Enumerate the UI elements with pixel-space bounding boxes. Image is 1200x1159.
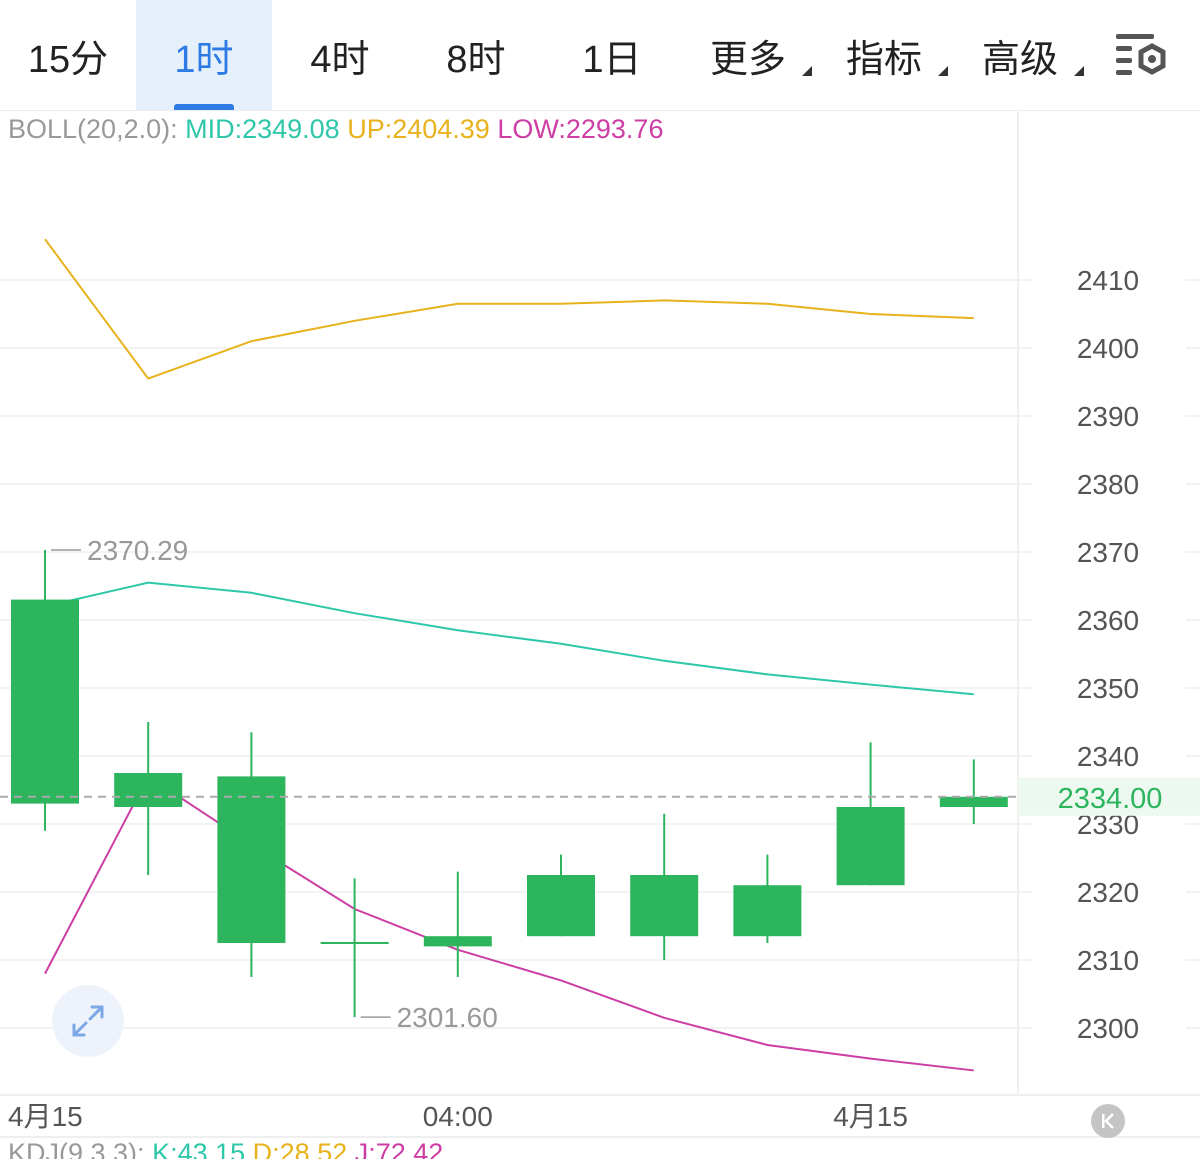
boll-up-line xyxy=(44,238,974,380)
x-tick-label: 04:00 xyxy=(423,1101,493,1132)
max-price-label: 2370.29 xyxy=(87,535,188,566)
current-price-label: 2334.00 xyxy=(1058,783,1163,815)
boll-params-label: BOLL(20,2.0): xyxy=(8,114,178,144)
tab-label: 更多 xyxy=(709,38,786,81)
y-tick-label: 2300 xyxy=(1077,1013,1139,1044)
expand-icon[interactable] xyxy=(52,985,124,1057)
candle-body xyxy=(11,599,79,804)
candlestick-chart[interactable]: 2410240023902380237023602350234023302320… xyxy=(0,110,1200,1138)
current-price-band xyxy=(1018,777,1200,816)
candle-body xyxy=(630,875,699,937)
boll-low-value: LOW:2293.76 xyxy=(497,114,664,144)
y-tick-label: 2390 xyxy=(1077,401,1139,432)
tab-label: 15分 xyxy=(27,38,109,81)
boll-up-value: UP:2404.39 xyxy=(347,114,490,144)
kdj-k-value: K:43.15 xyxy=(152,1138,246,1159)
boll-mid-value: MID:2349.08 xyxy=(185,114,340,144)
tab-2[interactable]: 4时 xyxy=(272,0,408,110)
y-tick-label: 2350 xyxy=(1077,673,1139,704)
y-tick-label: 2360 xyxy=(1077,605,1139,636)
tab-7[interactable]: 高级 xyxy=(952,0,1088,110)
y-tick-label: 2400 xyxy=(1077,333,1139,364)
min-price-label: 2301.60 xyxy=(397,1002,498,1033)
collapse-left-icon[interactable] xyxy=(1091,1104,1125,1138)
kdj-j-value: J:72.42 xyxy=(354,1138,444,1159)
candle-body xyxy=(114,773,183,807)
boll-legend: BOLL(20,2.0): MID:2349.08 UP:2404.39 LOW… xyxy=(8,114,663,145)
boll-low-line xyxy=(44,774,974,1072)
tab-label: 指标 xyxy=(845,38,922,81)
x-tick-label: 4月15 xyxy=(8,1101,83,1132)
tab-label: 1日 xyxy=(582,38,642,81)
tab-label: 1时 xyxy=(174,38,234,81)
y-tick-label: 2410 xyxy=(1077,265,1139,296)
y-tick-label: 2370 xyxy=(1077,537,1139,568)
candle-body xyxy=(423,936,492,947)
tab-label: 4时 xyxy=(310,38,370,81)
tab-1[interactable]: 1时 xyxy=(136,0,272,110)
y-tick-label: 2320 xyxy=(1077,877,1139,908)
kdj-d-value: D:28.52 xyxy=(252,1138,348,1159)
x-tick-label: 4月15 xyxy=(833,1101,908,1132)
tab-label: 高级 xyxy=(981,38,1058,81)
candle-body xyxy=(939,796,1008,807)
kdj-legend: KDJ(9,3,3): K:43.15 D:28.52 J:72.42 xyxy=(8,1138,443,1159)
tab-6[interactable]: 指标 xyxy=(816,0,952,110)
timeframe-tab-bar: 15分 1时 4时 8时 1日 更多 指标 高级 xyxy=(0,0,1200,111)
tab-0[interactable]: 15分 xyxy=(0,0,136,110)
tab-3[interactable]: 8时 xyxy=(408,0,544,110)
dropdown-corner-icon xyxy=(938,66,948,76)
candle-body xyxy=(836,807,905,886)
candle-body xyxy=(217,776,286,943)
boll-mid-line xyxy=(44,581,974,696)
tab-5[interactable]: 更多 xyxy=(680,0,816,110)
active-tab-indicator xyxy=(174,104,234,110)
y-tick-label: 2380 xyxy=(1077,469,1139,500)
y-tick-label: 2310 xyxy=(1077,945,1139,976)
tab-4[interactable]: 1日 xyxy=(544,0,680,110)
tab-label: 8时 xyxy=(446,38,506,81)
dropdown-corner-icon xyxy=(1074,66,1084,76)
candle-body xyxy=(733,885,802,937)
kdj-params-label: KDJ(9,3,3): xyxy=(8,1138,145,1159)
y-tick-label: 2340 xyxy=(1077,741,1139,772)
candle-body xyxy=(527,875,595,937)
chart-settings-icon[interactable] xyxy=(1112,28,1172,82)
dropdown-corner-icon xyxy=(802,66,812,76)
